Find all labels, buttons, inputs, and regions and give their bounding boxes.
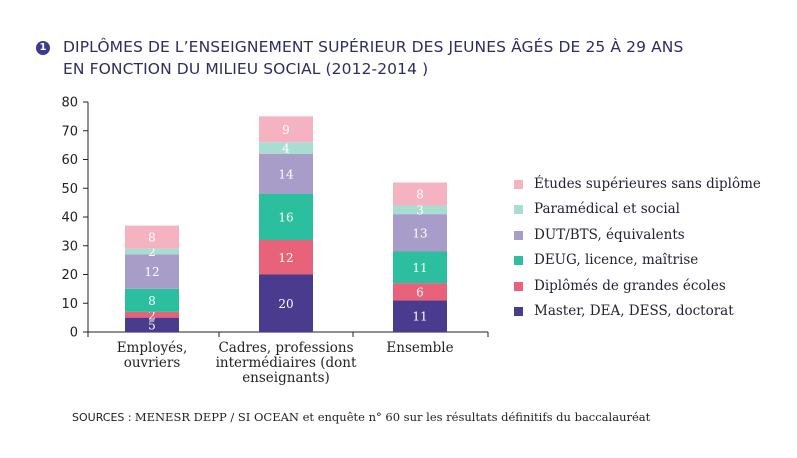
x-tick-label: Cadres, professions <box>218 340 353 356</box>
data-label: 2 <box>148 245 156 259</box>
data-label: 16 <box>278 211 293 225</box>
data-label: 9 <box>282 123 290 137</box>
bar-segment <box>125 225 179 249</box>
bar-segment <box>393 214 447 252</box>
data-label: 20 <box>278 297 293 311</box>
x-tick-label: Ensemble <box>386 340 453 356</box>
legend-swatch <box>514 307 523 316</box>
data-label: 14 <box>278 167 294 181</box>
x-tick-label: intermédiaires (dont <box>216 355 357 371</box>
bar-segment <box>259 240 313 275</box>
legend-label: Diplômés de grandes écoles <box>534 277 726 294</box>
legend-swatch <box>514 281 523 291</box>
y-tick-label: 50 <box>61 182 78 197</box>
bar-segment <box>259 142 313 154</box>
source-text: MENESR DEPP / SI OCEAN et enquête n° 60 … <box>134 410 651 424</box>
bar-segment <box>393 283 447 301</box>
title-line-1: DIPLÔMES DE L’ENSEIGNEMENT SUPÉRIEUR DES… <box>63 38 684 56</box>
data-label: 4 <box>282 142 290 156</box>
legend-label: Master, DEA, DESS, doctorat <box>534 303 734 319</box>
bar-segment <box>125 254 179 289</box>
data-label: 12 <box>278 251 293 265</box>
bar-segment <box>125 248 179 255</box>
bar-segment <box>259 194 313 240</box>
legend-swatch <box>514 256 523 266</box>
legend-label: Études supérieures sans diplôme <box>534 176 761 192</box>
bar-segment <box>125 311 179 318</box>
legend-swatch <box>514 230 523 240</box>
y-tick-label: 30 <box>61 239 78 254</box>
bar-segment <box>393 251 447 284</box>
source-label: SOURCES : <box>72 411 132 424</box>
bar-segment <box>393 205 447 215</box>
y-tick-label: 20 <box>61 268 78 283</box>
legend-label: DUT/BTS, équivalents <box>534 226 685 243</box>
data-label: 11 <box>412 261 427 275</box>
y-tick-label: 10 <box>61 297 78 312</box>
legend-label: DEUG, licence, maîtrise <box>534 252 699 269</box>
data-label: 3 <box>416 203 424 217</box>
data-label: 11 <box>412 310 427 324</box>
bar-segment <box>259 274 313 332</box>
y-tick-label: 0 <box>70 326 78 341</box>
data-label: 12 <box>144 265 159 279</box>
y-tick-label: 80 <box>61 96 78 111</box>
x-tick-label: Employés, <box>117 340 188 356</box>
legend-swatch <box>514 205 523 215</box>
legend-label: Paramédical et social <box>534 201 681 218</box>
data-label: 8 <box>416 188 424 202</box>
bar-segment <box>393 182 447 206</box>
source-note: SOURCES : MENESR DEPP / SI OCEAN et enqu… <box>72 410 650 424</box>
x-tick-label: enseignants) <box>242 370 330 386</box>
figure-number-badge: 1 <box>36 41 50 55</box>
y-tick-label: 60 <box>61 153 78 168</box>
bar-segment <box>125 317 179 332</box>
data-label: 2 <box>148 308 156 322</box>
legend-swatch <box>514 180 523 189</box>
title-line-2: EN FONCTION DU MILIEU SOCIAL (2012-2014 … <box>63 60 429 78</box>
data-label: 6 <box>416 285 424 299</box>
bar-segment <box>125 288 179 312</box>
bar-segment <box>393 300 447 332</box>
data-label: 8 <box>148 294 156 308</box>
x-tick-label: ouvriers <box>124 355 181 371</box>
data-label: 8 <box>148 231 156 245</box>
bar-segment <box>259 116 313 143</box>
y-tick-label: 70 <box>61 124 78 139</box>
data-label: 13 <box>412 226 427 240</box>
data-label: 5 <box>148 318 156 332</box>
y-tick-label: 40 <box>61 211 78 226</box>
bar-segment <box>259 153 313 194</box>
